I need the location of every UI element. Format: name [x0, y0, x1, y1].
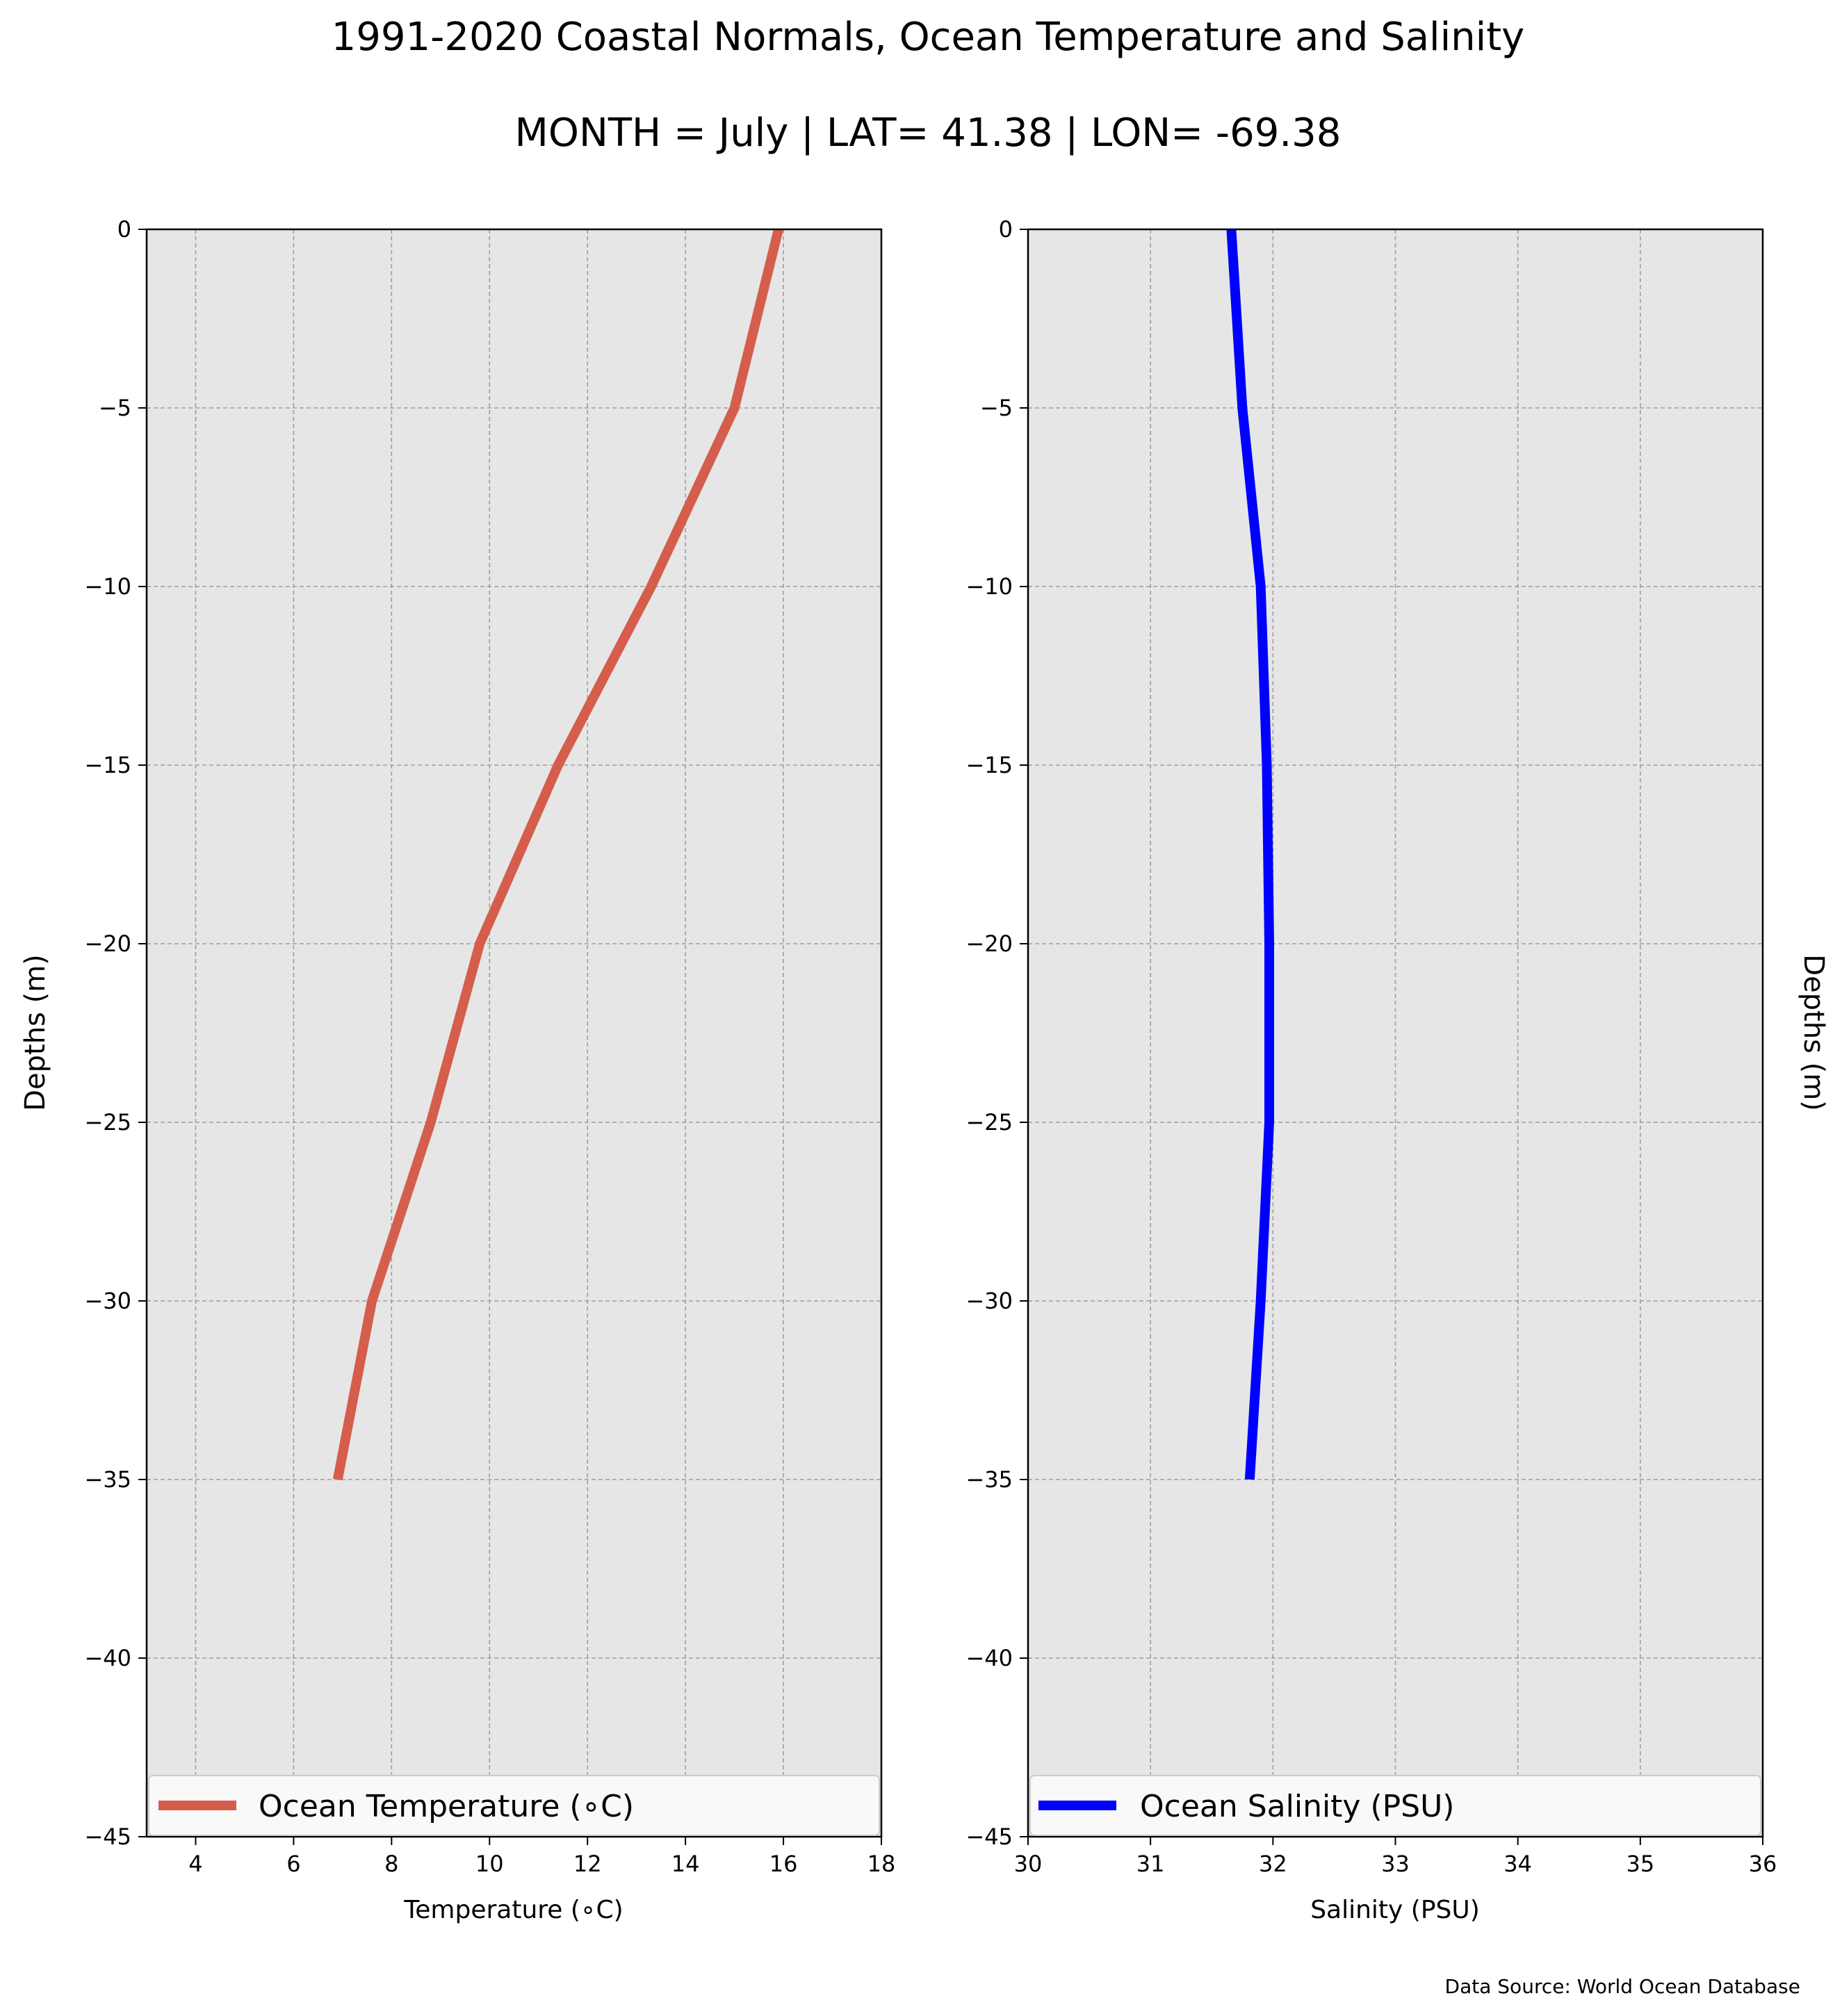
salinity-y-tick-label: −40 [965, 1645, 1013, 1671]
temperature-y-tick-label: −15 [84, 752, 131, 778]
salinity-y-tick-label: −35 [965, 1466, 1013, 1493]
temperature-ticks: 4 6 8 10 12 14 16 18 0 −5 −10 −15 −20 −25 −30 −35 −40 −45 [84, 216, 895, 1877]
salinity-x-axis-label: Salinity (PSU) [1310, 1896, 1480, 1924]
salinity-panel: 30 31 32 33 34 35 36 0 −5 −10 −15 −20 −25 −30 −35 −40 −4… [965, 216, 1829, 1924]
temperature-legend-box [148, 1775, 880, 1836]
temperature-x-axis-label: Temperature (∘C) [403, 1896, 623, 1924]
temperature-legend: Ocean Temperature (∘C) [148, 1775, 880, 1836]
salinity-y-tick-label: −30 [965, 1288, 1013, 1314]
salinity-grid [1028, 229, 1763, 1837]
temperature-y-tick-label: −10 [84, 573, 131, 600]
salinity-plot-area [1028, 229, 1763, 1837]
temperature-x-tick-label: 18 [867, 1851, 896, 1877]
salinity-lines [1226, 229, 1274, 1480]
salinity-x-tick-label: 35 [1626, 1851, 1654, 1877]
chart-title: 1991-2020 Coastal Normals, Ocean Tempera… [332, 15, 1525, 60]
temperature-y-tick-label: −25 [84, 1109, 131, 1136]
salinity-y-tick-label: −20 [965, 931, 1013, 957]
temperature-y-tick-label: −20 [84, 931, 131, 957]
temperature-legend-label: Ocean Temperature (∘C) [259, 1789, 634, 1824]
salinity-y-tick-label: −15 [965, 752, 1013, 778]
salinity-x-tick-label: 36 [1749, 1851, 1777, 1877]
salinity-legend-label: Ocean Salinity (PSU) [1140, 1789, 1454, 1824]
temperature-y-axis-label: Depths (m) [19, 954, 51, 1111]
salinity-y-axis-label: Depths (m) [1798, 954, 1829, 1111]
salinity-legend: Ocean Salinity (PSU) [1029, 1775, 1761, 1836]
temperature-panel: 4 6 8 10 12 14 16 18 0 −5 −10 −15 −20 −25 −30 −35 −40 −45… [19, 216, 895, 1924]
salinity-y-tick-label: 0 [999, 216, 1013, 243]
salinity-y-tick-label: −5 [980, 395, 1013, 421]
salinity-x-tick-label: 34 [1503, 1851, 1532, 1877]
temperature-y-tick-label: −5 [99, 395, 131, 421]
salinity-y-tick-label: −10 [965, 573, 1013, 600]
temperature-grid [147, 229, 881, 1837]
temperature-plot-frame [145, 228, 883, 1838]
salinity-series-line [1226, 229, 1274, 1480]
temperature-y-tick-label: −40 [84, 1645, 131, 1671]
salinity-x-tick-label: 31 [1136, 1851, 1165, 1877]
salinity-y-tick-label: −25 [965, 1109, 1013, 1136]
temperature-y-tick-label: −35 [84, 1466, 131, 1493]
salinity-x-tick-label: 32 [1259, 1851, 1287, 1877]
temperature-x-tick-label: 12 [573, 1851, 602, 1877]
salinity-x-tick-label: 30 [1014, 1851, 1043, 1877]
temperature-plot-area [147, 229, 881, 1837]
salinity-y-tick-label: −45 [965, 1824, 1013, 1850]
temperature-x-tick-label: 14 [671, 1851, 700, 1877]
temperature-x-tick-label: 4 [188, 1851, 202, 1877]
temperature-y-tick-label: −30 [84, 1288, 131, 1314]
temperature-x-tick-label: 10 [475, 1851, 504, 1877]
temperature-lines [332, 228, 783, 1481]
salinity-x-tick-label: 33 [1381, 1851, 1410, 1877]
chart-subtitle: MONTH = July | LAT= 41.38 | LON= -69.38 [515, 110, 1342, 156]
temperature-y-tick-label: −45 [84, 1824, 131, 1850]
temperature-x-tick-label: 8 [384, 1851, 398, 1877]
temperature-x-tick-label: 6 [286, 1851, 300, 1877]
salinity-ticks: 30 31 32 33 34 35 36 0 −5 −10 −15 −20 −25 −30 −35 −40 −4… [965, 216, 1777, 1877]
data-source-note: Data Source: World Ocean Database [1445, 1975, 1800, 1998]
salinity-legend-box [1029, 1775, 1761, 1836]
temperature-y-tick-label: 0 [117, 216, 131, 243]
temperature-x-tick-label: 16 [769, 1851, 798, 1877]
temperature-series-line [332, 228, 783, 1481]
